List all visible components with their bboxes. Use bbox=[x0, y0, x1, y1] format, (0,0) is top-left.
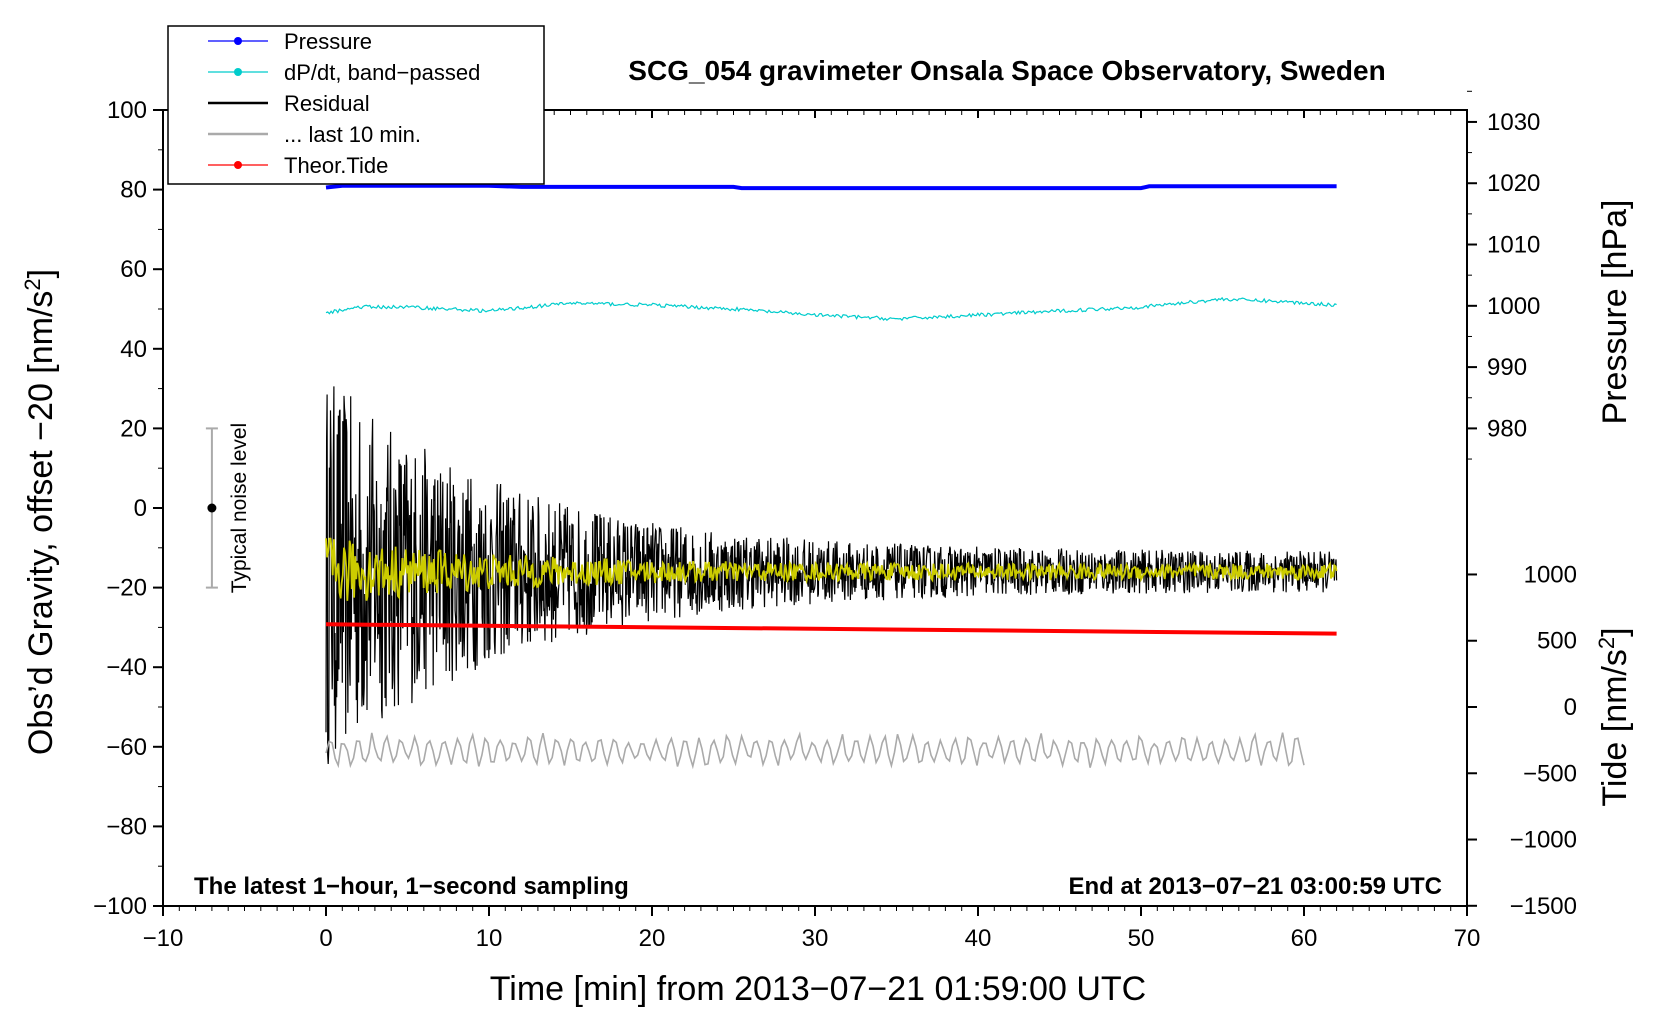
tide-tick-label: 0 bbox=[1564, 694, 1577, 721]
residual-smoothed-line bbox=[325, 537, 1338, 601]
noise-bar-point bbox=[207, 503, 217, 513]
pressure-tick-label: 1000 bbox=[1487, 293, 1540, 320]
legend: Pressure dP/dt, band−passed Residual ... la… bbox=[167, 25, 545, 185]
y-tick-label: −20 bbox=[106, 575, 147, 602]
x-tick-label: 70 bbox=[1454, 925, 1481, 952]
y-tick-label: 80 bbox=[120, 177, 147, 204]
sampling-annotation: The latest 1−hour, 1−second sampling bbox=[194, 873, 629, 900]
tide-tick-label: 1000 bbox=[1524, 561, 1577, 588]
theor-tide-line bbox=[325, 622, 1337, 636]
y-tick-label: 20 bbox=[120, 415, 147, 442]
x-axis-label: Time [min] from 2013−07−21 01:59:00 UTC bbox=[490, 970, 1146, 1008]
legend-marker bbox=[234, 68, 242, 76]
tide-tick-label: −500 bbox=[1523, 760, 1577, 787]
x-tick-label: 0 bbox=[319, 925, 332, 952]
x-tick-label: 10 bbox=[476, 925, 503, 952]
y-tick-label: −40 bbox=[106, 654, 147, 681]
noise-level-bar: Typical noise level bbox=[205, 423, 251, 593]
x-tick-label: 40 bbox=[965, 925, 992, 952]
x-tick-label: 60 bbox=[1291, 925, 1318, 952]
legend-label: ... last 10 min. bbox=[284, 122, 421, 147]
pressure-tick-label: 980 bbox=[1487, 415, 1527, 442]
x-tick-label: 20 bbox=[639, 925, 666, 952]
legend-label: Theor.Tide bbox=[284, 153, 388, 178]
tide-tick-label: 500 bbox=[1537, 628, 1577, 655]
y-tick-label: −60 bbox=[106, 734, 147, 761]
chart-title: SCG_054 gravimeter Onsala Space Observat… bbox=[628, 55, 1385, 86]
y-axis-label-pressure: Pressure [hPa] bbox=[1596, 200, 1634, 425]
tide-tick-label: −1500 bbox=[1510, 893, 1577, 920]
y-tick-label: −100 bbox=[93, 893, 147, 920]
legend-marker bbox=[234, 37, 242, 45]
tide-tick-label: −1000 bbox=[1510, 827, 1577, 854]
y-tick-label: 100 bbox=[107, 97, 147, 124]
x-tick-label: 50 bbox=[1128, 925, 1155, 952]
x-tick-label: 30 bbox=[802, 925, 829, 952]
pressure-tick-label: 1020 bbox=[1487, 170, 1540, 197]
legend-marker bbox=[234, 161, 242, 169]
pressure-tick-label: 990 bbox=[1487, 354, 1527, 381]
end-time-annotation: End at 2013−07−21 03:00:59 UTC bbox=[1068, 873, 1442, 900]
y-tick-label: 60 bbox=[120, 256, 147, 283]
y-tick-label: 0 bbox=[134, 495, 147, 522]
legend-box bbox=[167, 25, 545, 185]
dpdt-line bbox=[325, 296, 1337, 322]
y-tick-label: 40 bbox=[120, 336, 147, 363]
noise-bar-label: Typical noise level bbox=[228, 423, 251, 593]
legend-label: Pressure bbox=[284, 29, 372, 54]
pressure-line bbox=[325, 183, 1337, 191]
x-tick-label: −10 bbox=[143, 925, 184, 952]
legend-label: Residual bbox=[284, 91, 370, 116]
legend-label: dP/dt, band−passed bbox=[284, 60, 480, 85]
pressure-tick-label: 1030 bbox=[1487, 109, 1540, 136]
last-10-min-line bbox=[325, 731, 1305, 770]
y-axis-label-left: Obs’d Gravity, offset −20 [nm/s2] bbox=[20, 269, 60, 755]
y-tick-label: −80 bbox=[106, 813, 147, 840]
y-axis-label-tide: Tide [nm/s2] bbox=[1594, 627, 1634, 806]
pressure-tick-label: 1010 bbox=[1487, 232, 1540, 259]
